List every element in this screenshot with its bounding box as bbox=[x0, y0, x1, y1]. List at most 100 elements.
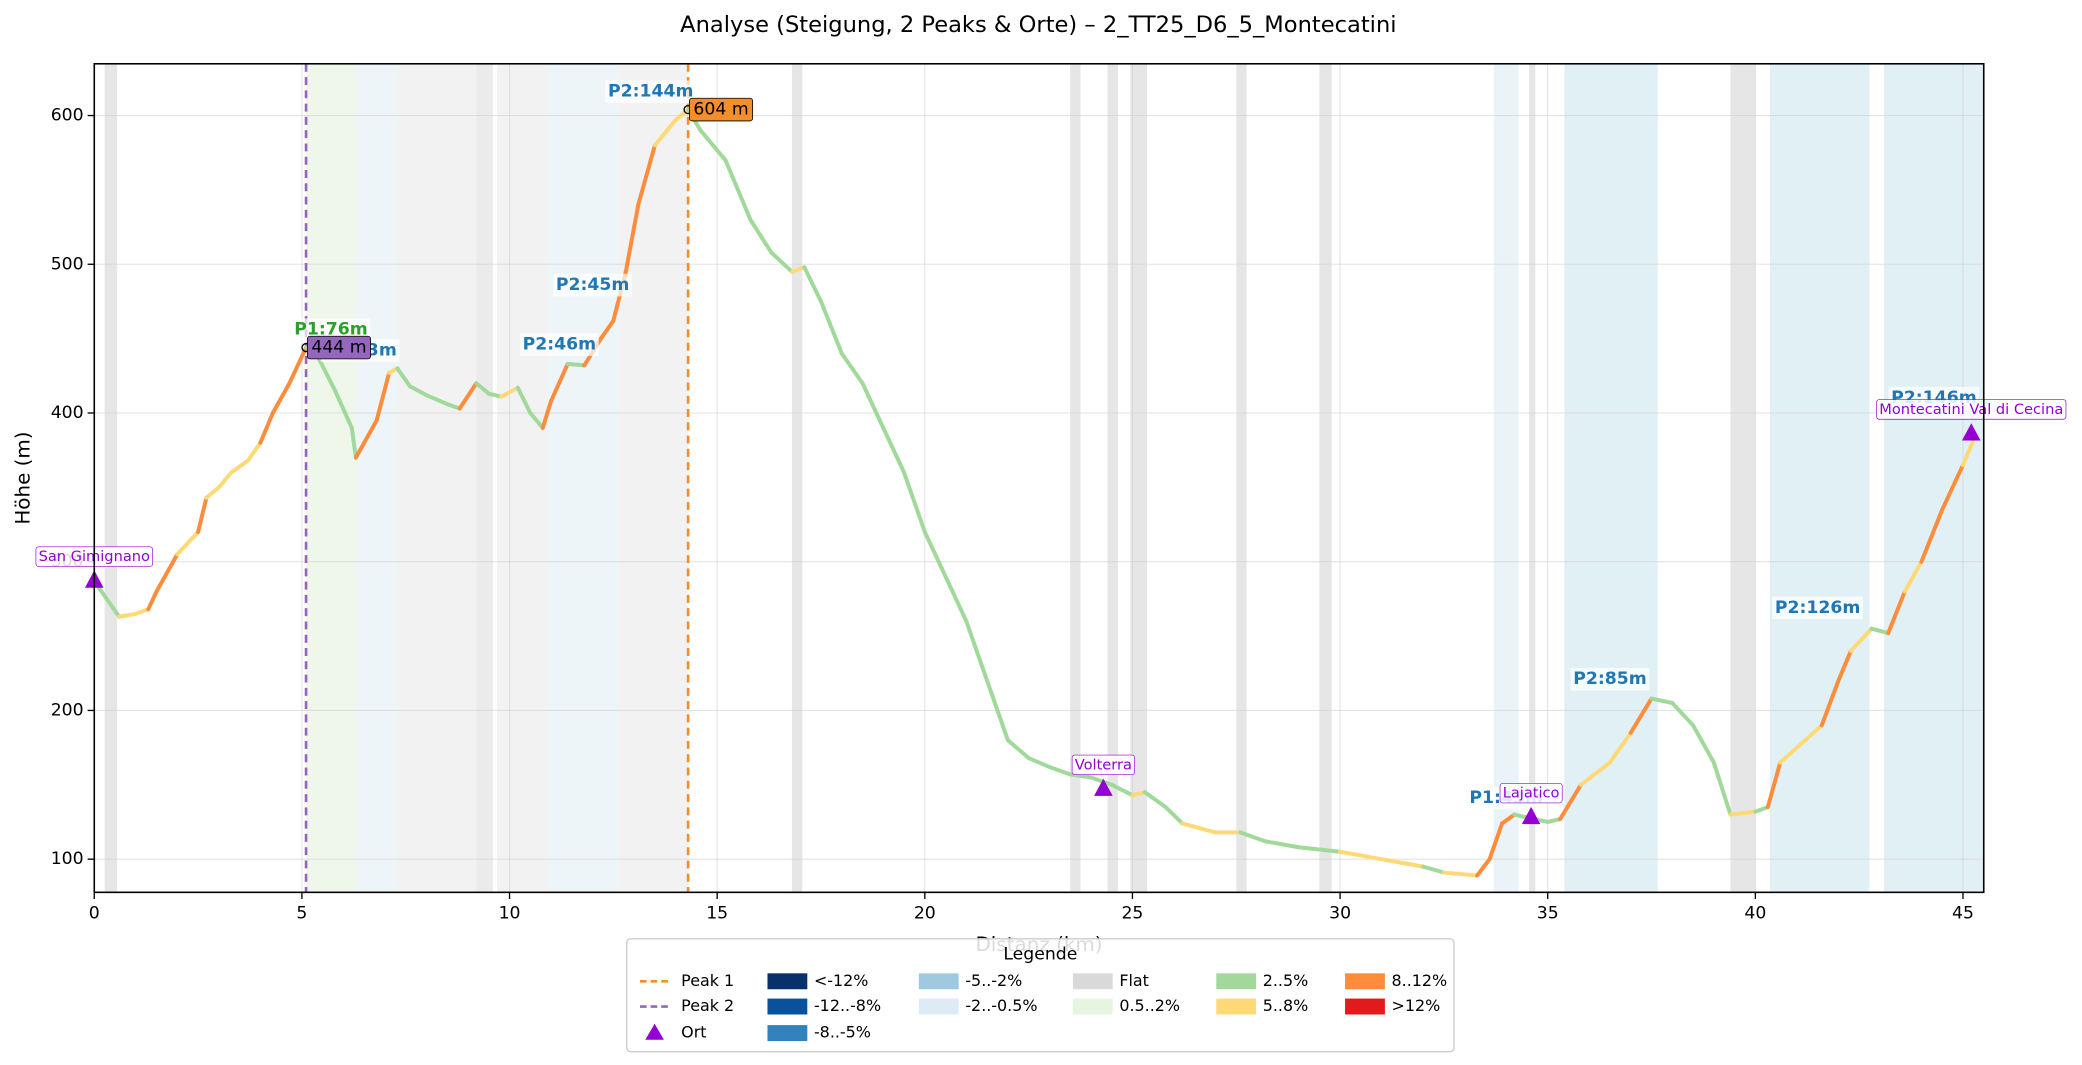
elevation-segment bbox=[1475, 857, 1492, 878]
elevation-segment bbox=[1765, 760, 1783, 810]
legend-label: -5..-2% bbox=[965, 971, 1022, 990]
legend-handle bbox=[918, 973, 959, 990]
elevation-segment bbox=[1238, 830, 1268, 844]
peak-label: 604 m bbox=[693, 100, 748, 120]
gradient-band bbox=[426, 63, 477, 893]
elevation-segment bbox=[1026, 756, 1052, 769]
elevation-segment bbox=[598, 318, 616, 341]
x-tick-label: 30 bbox=[1329, 904, 1351, 924]
gradient-band bbox=[104, 63, 118, 893]
climb-label: P2:144m bbox=[608, 82, 694, 102]
gradient-band bbox=[791, 63, 803, 893]
elevation-segment bbox=[789, 265, 807, 274]
legend-label: Flat bbox=[1119, 971, 1149, 990]
elevation-segment bbox=[540, 399, 554, 430]
elevation-segment bbox=[1670, 701, 1696, 728]
elevation-segment bbox=[1940, 463, 1965, 512]
elevation-segment bbox=[316, 355, 338, 393]
elevation-segment bbox=[1886, 589, 1907, 636]
legend-handle bbox=[1216, 998, 1257, 1015]
elevation-segment bbox=[673, 107, 691, 122]
climb-label-box bbox=[605, 80, 697, 104]
legend-label: -2..-0.5% bbox=[965, 996, 1037, 1015]
legend-label: 5..8% bbox=[1263, 996, 1309, 1015]
elevation-segment bbox=[1753, 805, 1770, 814]
elevation-segment bbox=[175, 529, 201, 557]
elevation-segment bbox=[1848, 626, 1874, 653]
elevation-segment bbox=[528, 411, 545, 430]
climb-label: P1:76m bbox=[294, 320, 368, 340]
gradient-band bbox=[1564, 63, 1658, 893]
elevation-segment bbox=[1545, 817, 1563, 824]
place-label: Volterra bbox=[1075, 756, 1132, 773]
chart-title: Analyse (Steigung, 2 Peaks & Orte) – 2_T… bbox=[680, 12, 1396, 38]
elevation-segment bbox=[769, 250, 794, 274]
elevation-segment bbox=[1711, 760, 1733, 817]
elevation-segment bbox=[1005, 738, 1031, 761]
elevation-segment bbox=[748, 217, 774, 255]
place-label-box bbox=[1499, 782, 1563, 804]
elevation-segment bbox=[349, 425, 358, 460]
elevation-segment bbox=[860, 381, 886, 430]
y-tick-label: 500 bbox=[51, 254, 84, 274]
y-tick-label: 400 bbox=[51, 403, 84, 423]
climb-label-box bbox=[1772, 596, 1864, 620]
elevation-segment bbox=[902, 470, 927, 534]
elevation-segment bbox=[802, 265, 823, 304]
climb-label-box bbox=[291, 318, 371, 342]
elevation-segment bbox=[1608, 730, 1633, 765]
elevation-segment bbox=[146, 589, 159, 612]
legend-label: -8..-5% bbox=[814, 1023, 871, 1042]
x-tick-label: 0 bbox=[89, 904, 100, 924]
legend-handle bbox=[1072, 998, 1113, 1015]
climb-label: P2:126m bbox=[1775, 598, 1861, 618]
elevation-segment bbox=[407, 384, 429, 398]
elevation-segment bbox=[1691, 723, 1716, 765]
elevation-segment bbox=[333, 388, 354, 430]
elevation-segment bbox=[1819, 678, 1841, 728]
elevation-segment bbox=[985, 678, 1010, 743]
place-marker bbox=[1521, 806, 1541, 825]
x-tick-label: 40 bbox=[1744, 904, 1766, 924]
gradient-band bbox=[1493, 63, 1519, 893]
x-tick-label: 5 bbox=[296, 904, 307, 924]
gradient-band bbox=[397, 63, 427, 893]
x-tick-label: 35 bbox=[1537, 904, 1559, 924]
elevation-segment bbox=[623, 202, 641, 274]
elevation-segment bbox=[133, 607, 151, 616]
gradient-band bbox=[1107, 63, 1118, 893]
place-label: Lajatico bbox=[1503, 785, 1560, 802]
climb-label: P2:85m bbox=[1573, 669, 1647, 689]
gradient-band bbox=[546, 63, 618, 893]
elevation-segment bbox=[1142, 790, 1168, 810]
legend-handle bbox=[1345, 998, 1385, 1015]
elevation-segment bbox=[1263, 839, 1301, 850]
gradient-band bbox=[306, 63, 356, 893]
elevation-segment bbox=[1338, 849, 1384, 862]
elevation-segment bbox=[395, 366, 412, 389]
legend-handle bbox=[767, 1025, 808, 1042]
elevation-segment bbox=[964, 619, 990, 683]
elevation-segment bbox=[922, 529, 948, 579]
place-marker bbox=[1094, 778, 1113, 796]
elevation-segment bbox=[196, 495, 209, 534]
x-tick-label: 20 bbox=[914, 904, 936, 924]
elevation-segment bbox=[1919, 507, 1945, 564]
elevation-segment bbox=[1163, 805, 1185, 826]
legend-handle bbox=[767, 973, 808, 990]
elevation-segment bbox=[1047, 764, 1073, 777]
elevation-segment bbox=[445, 402, 462, 411]
gradient-band bbox=[1529, 63, 1536, 893]
gradient-band bbox=[1769, 63, 1870, 893]
legend-label: <-12% bbox=[814, 971, 868, 990]
legend-handle bbox=[1216, 973, 1257, 990]
elevation-segment bbox=[881, 425, 907, 475]
x-tick-label: 45 bbox=[1952, 904, 1974, 924]
elevation-segment bbox=[258, 411, 275, 445]
elevation-segment bbox=[943, 574, 969, 624]
elevation-segment bbox=[1296, 845, 1343, 854]
elevation-segment bbox=[1649, 696, 1675, 705]
legend-label: Peak 1 bbox=[681, 971, 734, 990]
legend-label: Peak 2 bbox=[681, 996, 734, 1015]
